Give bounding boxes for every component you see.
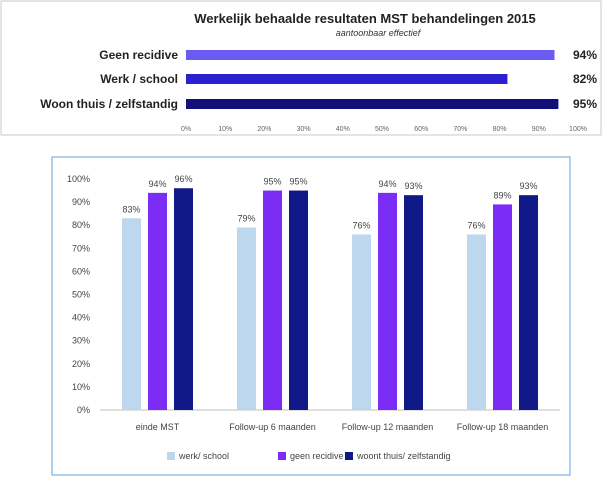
bottom-y-tick-label: 30%: [72, 336, 90, 346]
bottom-data-label: 76%: [352, 220, 370, 230]
bottom-data-label: 76%: [467, 220, 485, 230]
bottom-category-label: Follow-up 6 maanden: [229, 422, 316, 432]
top-x-tick-label: 50%: [375, 126, 389, 133]
bottom-chart-x-axis: einde MST Follow-up 6 maanden Follow-up 12…: [136, 422, 549, 432]
top-x-tick-label: 10%: [218, 126, 232, 133]
bottom-bar: [174, 188, 193, 410]
top-chart-x-axis: 0% 10% 20% 30% 40% 50% 60% 70% 80% 90% 100%: [181, 126, 587, 133]
top-x-tick-label: 20%: [257, 126, 271, 133]
bottom-y-tick-label: 50%: [72, 290, 90, 300]
bottom-legend-label: woont thuis/ zelfstandig: [356, 451, 451, 461]
bottom-legend-swatch: [278, 452, 286, 460]
bottom-bar: [352, 234, 371, 410]
top-x-tick-label: 90%: [532, 126, 546, 133]
bottom-data-label: 93%: [404, 181, 422, 191]
bottom-data-label: 79%: [237, 214, 255, 224]
top-value-label: 94%: [573, 48, 597, 62]
bottom-y-tick-label: 90%: [72, 197, 90, 207]
top-bar: [186, 74, 508, 84]
bottom-legend-swatch: [167, 452, 175, 460]
bottom-chart-data-labels: 83% 94% 96% 79% 95% 95% 76% 94% 93% 76% 89% 93%: [122, 174, 537, 230]
bottom-data-label: 93%: [519, 181, 537, 191]
bottom-bar: [263, 190, 282, 410]
top-category-label: Woon thuis / zelfstandig: [40, 97, 178, 111]
bottom-legend-label: werk/ school: [178, 451, 229, 461]
bottom-chart: 0% 10% 20% 30% 40% 50% 60% 70% 80% 90% 100% 83% 94%…: [51, 156, 571, 476]
bottom-bar: [378, 192, 397, 410]
bottom-chart-legend: werk/ school geen recidive woont thuis/ ze…: [167, 451, 451, 461]
bottom-chart-y-axis: 0% 10% 20% 30% 40% 50% 60% 70% 80% 90% 100%: [67, 174, 90, 415]
bottom-y-tick-label: 80%: [72, 220, 90, 230]
top-chart-category-labels: Geen recidive Werk / school Woon thuis / z…: [40, 48, 178, 111]
bottom-bar: [493, 204, 512, 410]
top-value-label: 82%: [573, 72, 597, 86]
top-chart-value-labels: 94% 82% 95%: [573, 48, 597, 111]
bottom-y-tick-label: 10%: [72, 382, 90, 392]
bottom-data-label: 94%: [378, 179, 396, 189]
bottom-y-tick-label: 60%: [72, 266, 90, 276]
bottom-y-tick-label: 20%: [72, 359, 90, 369]
top-chart-frame: [0, 0, 602, 136]
bottom-legend-swatch: [345, 452, 353, 460]
bottom-data-label: 83%: [122, 204, 140, 214]
top-x-tick-label: 30%: [297, 126, 311, 133]
top-category-label: Geen recidive: [99, 48, 178, 62]
bottom-data-label: 95%: [263, 177, 281, 187]
bottom-bar: [122, 218, 141, 410]
bottom-category-label: Follow-up 12 maanden: [342, 422, 434, 432]
bottom-legend-label: geen recidive: [290, 451, 344, 461]
top-value-label: 95%: [573, 97, 597, 111]
top-x-tick-label: 0%: [181, 126, 191, 133]
top-x-tick-label: 100%: [569, 126, 587, 133]
bottom-category-label: Follow-up 18 maanden: [457, 422, 549, 432]
bottom-data-label: 96%: [174, 174, 192, 184]
top-category-label: Werk / school: [100, 72, 178, 86]
bottom-category-label: einde MST: [136, 422, 180, 432]
bottom-y-tick-label: 70%: [72, 243, 90, 253]
bottom-data-label: 95%: [289, 177, 307, 187]
top-x-tick-label: 80%: [493, 126, 507, 133]
top-bar: [186, 50, 555, 60]
bottom-bar: [289, 190, 308, 410]
bottom-bar: [404, 195, 423, 410]
top-bar: [186, 99, 559, 109]
bottom-chart-bars: [122, 188, 538, 410]
top-x-tick-label: 40%: [336, 126, 350, 133]
top-x-tick-label: 60%: [414, 126, 428, 133]
bottom-data-label: 94%: [148, 179, 166, 189]
top-chart-bars: [186, 50, 559, 109]
bottom-bar: [237, 227, 256, 410]
top-chart-subtitle: aantoonbaar effectief: [336, 28, 422, 38]
bottom-bar: [148, 192, 167, 410]
bottom-bar: [519, 195, 538, 410]
top-x-tick-label: 70%: [453, 126, 467, 133]
bottom-data-label: 89%: [493, 190, 511, 200]
top-chart: Werkelijk behaalde resultaten MST behand…: [0, 0, 602, 136]
bottom-y-tick-label: 0%: [77, 405, 90, 415]
bottom-y-tick-label: 100%: [67, 174, 90, 184]
bottom-bar: [467, 234, 486, 410]
top-chart-title: Werkelijk behaalde resultaten MST behand…: [194, 11, 536, 26]
bottom-y-tick-label: 40%: [72, 313, 90, 323]
